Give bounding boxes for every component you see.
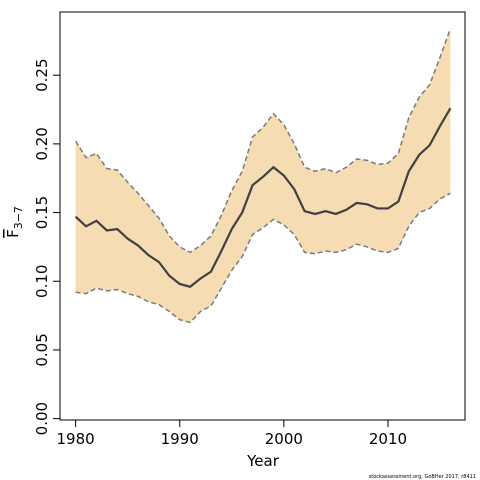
plot-frame <box>59 11 466 421</box>
x-tick-label: 1980 <box>57 430 95 448</box>
x-tick-label: 2010 <box>369 430 407 448</box>
lower-bound <box>75 192 451 324</box>
y-axis-label-group: F3−7 <box>4 206 25 238</box>
y-axis-label-main: F <box>4 229 22 238</box>
y-tick-label: 0.25 <box>33 58 51 91</box>
estimate-line <box>74 107 452 288</box>
x-tick-label: 2000 <box>265 430 303 448</box>
y-tick-label: 0.15 <box>33 196 51 229</box>
y-tick-label: 0.05 <box>33 333 51 366</box>
y-axis-label-subscript: 3−7 <box>12 206 25 229</box>
y-tick-label: 0.00 <box>33 402 51 435</box>
y-tick-label: 0.10 <box>33 265 51 298</box>
y-tick-label: 0.20 <box>33 127 51 160</box>
x-tick-label: 1990 <box>161 430 199 448</box>
upper-bound <box>74 28 452 254</box>
y-axis-label: F3−7 <box>4 206 25 238</box>
footer: stockassessment.org, GoBHer 2017, r8411 <box>369 474 476 480</box>
x-axis-label: Year <box>246 452 280 470</box>
